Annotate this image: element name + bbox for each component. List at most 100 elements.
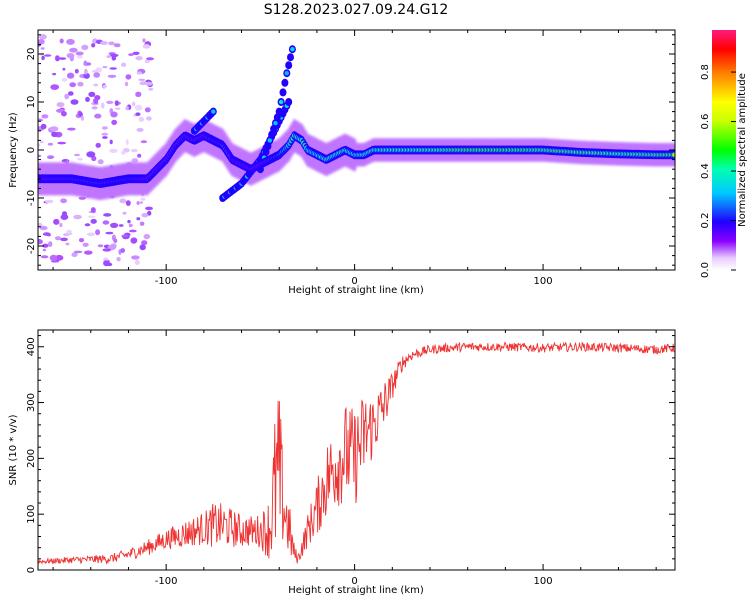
noise-speckle: [55, 55, 60, 62]
noise-speckle: [73, 214, 82, 220]
noise-speckle: [67, 127, 76, 131]
x-tick-label: 100: [534, 276, 553, 287]
noise-speckle: [97, 244, 104, 248]
noise-speckle: [135, 112, 141, 116]
noise-speckle: [97, 159, 104, 165]
noise-speckle: [121, 234, 129, 237]
noise-speckle: [146, 116, 152, 121]
noise-speckle: [47, 156, 54, 159]
noise-speckle: [134, 259, 140, 265]
noise-speckle: [113, 238, 118, 244]
noise-speckle: [74, 68, 79, 74]
noise-speckle: [69, 82, 76, 88]
noise-speckle: [64, 93, 70, 100]
noise-speckle: [38, 154, 42, 158]
noise-speckle: [91, 43, 96, 48]
noise-speckle: [83, 60, 88, 66]
noise-speckle: [53, 218, 60, 225]
branch-cell: [287, 53, 294, 62]
branch-cell: [281, 78, 289, 87]
noise-speckle: [142, 38, 146, 43]
noise-speckle: [101, 132, 109, 136]
noise-speckle: [78, 196, 87, 200]
branch-cell: [285, 61, 293, 70]
noise-speckle: [141, 213, 149, 218]
noise-speckle: [95, 142, 101, 148]
spectrogram-y-label: Frequency (Hz): [8, 112, 19, 188]
snr-x-label: Height of straight line (km): [288, 585, 424, 596]
noise-speckle: [87, 215, 96, 218]
y-tick-label: 200: [26, 449, 37, 468]
branch-core: [267, 138, 272, 143]
noise-speckle: [85, 96, 90, 102]
ridge-core: [672, 153, 675, 157]
noise-speckles: [38, 34, 154, 267]
noise-speckle: [119, 198, 127, 204]
noise-speckle: [110, 222, 119, 228]
noise-speckle: [66, 72, 75, 79]
colorbar-tick-label: 0.4: [700, 163, 711, 179]
noise-speckle: [103, 257, 109, 262]
noise-speckle: [90, 218, 97, 224]
colorbar-tick-label: 0.0: [700, 262, 711, 278]
noise-speckle: [48, 241, 53, 248]
noise-speckle: [61, 211, 68, 217]
noise-speckle: [100, 41, 108, 45]
noise-speckle: [58, 57, 67, 60]
noise-speckle: [93, 83, 99, 87]
noise-speckle: [50, 84, 60, 90]
noise-speckle: [121, 150, 126, 155]
noise-speckle: [137, 153, 142, 158]
noise-speckle: [109, 148, 118, 153]
noise-speckle: [38, 222, 43, 227]
noise-speckle: [136, 127, 144, 132]
spectral-ridge: [38, 131, 675, 188]
snr-y-ticks: 400 300 200 100 0: [26, 335, 675, 573]
x-tick-label: 0: [351, 276, 357, 287]
noise-speckle: [75, 51, 84, 56]
noise-speckle: [139, 201, 144, 204]
noise-speckle: [60, 214, 69, 221]
noise-speckle: [130, 237, 138, 244]
noise-speckle: [86, 232, 95, 237]
noise-speckle: [77, 81, 84, 87]
noise-speckle: [142, 44, 151, 49]
noise-speckle: [139, 244, 146, 251]
noise-speckle: [105, 231, 114, 235]
noise-speckle: [106, 100, 114, 104]
noise-speckle: [146, 57, 154, 61]
spectrogram-x-ticks: -100 0 100: [52, 30, 657, 287]
noise-speckle: [93, 72, 100, 78]
noise-speckle: [73, 250, 83, 254]
noise-speckle: [66, 229, 72, 234]
noise-speckle: [129, 229, 137, 233]
noise-speckle: [57, 141, 66, 145]
noise-speckle: [41, 114, 49, 119]
noise-speckle: [136, 201, 140, 205]
noise-speckle: [125, 139, 129, 146]
noise-speckle: [91, 69, 100, 73]
branch-cell: [279, 88, 287, 97]
noise-speckle: [80, 115, 85, 121]
noise-speckle: [120, 248, 125, 253]
noise-speckle: [131, 158, 139, 164]
noise-speckle: [144, 107, 151, 113]
noise-speckle: [49, 126, 59, 132]
noise-speckle: [111, 56, 117, 61]
y-tick-label: 400: [26, 337, 37, 356]
noise-speckle: [90, 207, 96, 213]
x-tick-label: -100: [155, 276, 178, 287]
y-tick-label: 0: [26, 147, 37, 153]
noise-speckle: [148, 87, 154, 91]
noise-speckle: [136, 71, 143, 75]
noise-speckle: [69, 47, 78, 53]
noise-speckle: [125, 106, 129, 111]
noise-speckle: [110, 53, 119, 58]
noise-speckle: [140, 197, 146, 201]
noise-speckle: [54, 254, 64, 261]
noise-speckle: [38, 39, 45, 45]
snr-marks: [38, 341, 675, 565]
branch-core: [278, 99, 284, 105]
colorbar-ticks: 0.0 0.2 0.4 0.6 0.8: [700, 64, 736, 278]
noise-speckle: [42, 248, 47, 252]
